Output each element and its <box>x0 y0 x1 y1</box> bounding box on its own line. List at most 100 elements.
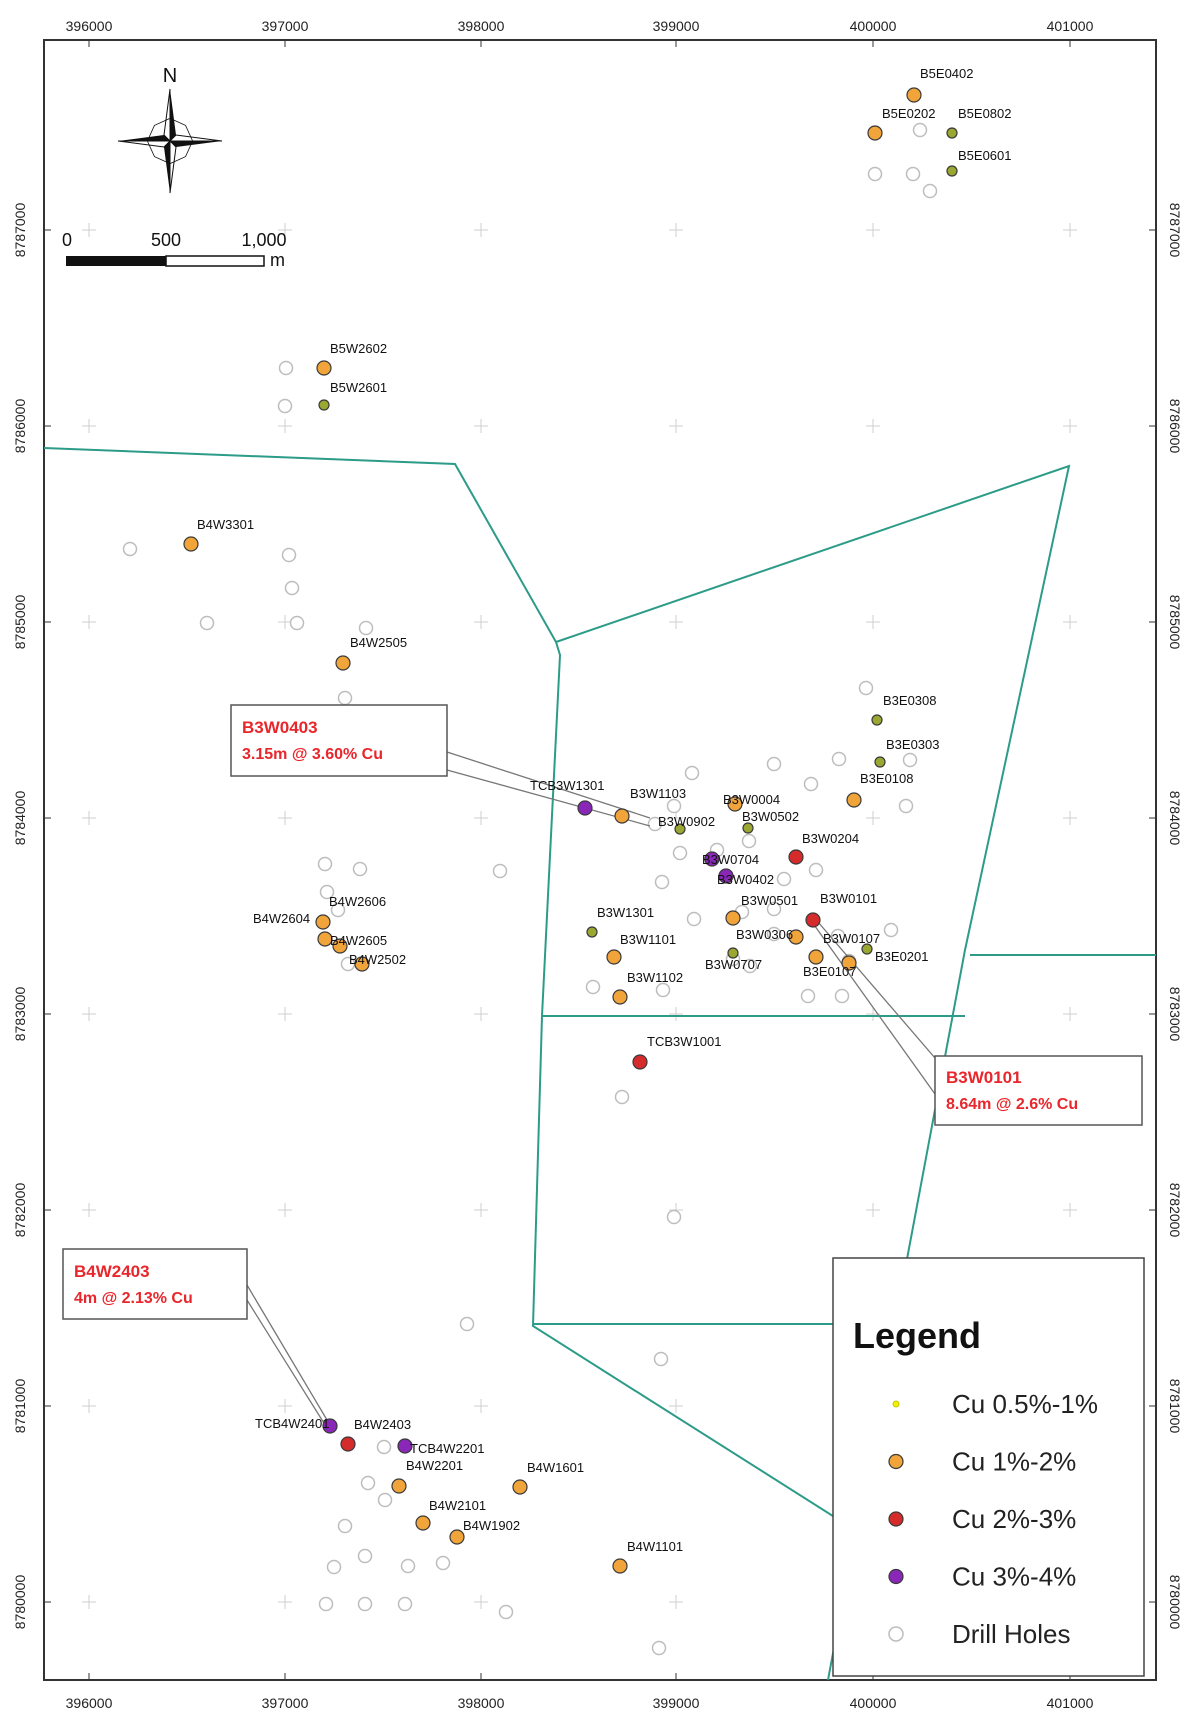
drill-hole-marker <box>672 845 688 861</box>
drill-hole-marker <box>922 183 938 199</box>
callout-value: 8.64m @ 2.6% Cu <box>946 1096 1078 1113</box>
northing-tick-label: 8786000 <box>1167 399 1183 454</box>
northing-tick-label: 8781000 <box>1167 1379 1183 1434</box>
drill-hole-b4w2604 <box>317 931 333 947</box>
drill-hole-tcb3w1301 <box>577 800 593 816</box>
callout-title: B3W0403 <box>242 718 318 737</box>
drill-hole-label: B4W2201 <box>406 1458 463 1473</box>
drill-hole-label: B4W1601 <box>527 1460 584 1475</box>
legend-swatch <box>888 1568 904 1585</box>
drill-holes-assayed: B5E0402 B5E0202 B5E0802 B5E0601 B5W2602 B5W26… <box>183 66 1012 1574</box>
drill-hole-label: TCB3W1001 <box>647 1034 721 1049</box>
drill-hole-b3w0501 <box>725 910 741 926</box>
drill-hole-tcb4w2201 <box>397 1438 413 1454</box>
drill-hole-b3e0308 <box>871 714 883 726</box>
drill-hole-label: B3W0902 <box>658 814 715 829</box>
drill-hole-label: B4W2403 <box>354 1417 411 1432</box>
legend-label: Cu 1%-2% <box>952 1447 1076 1477</box>
drill-hole-b3w1101 <box>606 949 622 965</box>
drill-hole-label: TCB4W2201 <box>410 1441 484 1456</box>
easting-tick-label: 398000 <box>458 18 505 34</box>
drill-hole-marker <box>199 615 215 631</box>
northing-tick-label: 8787000 <box>12 203 28 258</box>
drill-hole-b4w2605 <box>332 938 348 954</box>
drill-hole-b3w0502 <box>742 822 754 834</box>
drill-hole-marker <box>352 861 368 877</box>
drill-hole-label: B3E0108 <box>860 771 914 786</box>
drill-hole-label: B3E0308 <box>883 693 937 708</box>
drill-hole-marker <box>830 928 846 944</box>
callout-title: B3W0101 <box>946 1068 1022 1087</box>
drill-hole-b3e0303 <box>874 756 886 768</box>
drill-hole-label: B3W1103 <box>630 786 686 801</box>
callout-value: 4m @ 2.13% Cu <box>74 1290 193 1307</box>
drill-hole-marker <box>337 1518 353 1534</box>
drill-hole-marker <box>766 756 782 772</box>
drill-hole-label: B4W1902 <box>463 1518 520 1533</box>
northing-tick-label: 8783000 <box>1167 987 1183 1042</box>
drill-hole-marker <box>459 1316 475 1332</box>
drill-hole-b3w0704 <box>704 851 720 867</box>
drill-hole-b3w0306 <box>788 929 804 945</box>
drill-hole-marker <box>654 874 670 890</box>
drill-hole-marker <box>655 982 671 998</box>
drill-hole-marker <box>397 1596 413 1612</box>
drill-hole-b3w1102 <box>612 989 628 1005</box>
drill-hole-b5e0402 <box>906 87 922 103</box>
drill-hole-marker <box>357 1548 373 1564</box>
drill-hole-marker <box>666 798 682 814</box>
drill-hole-label: B4W2606 <box>329 894 386 909</box>
drill-hole-marker <box>289 615 305 631</box>
drill-hole-marker <box>357 1596 373 1612</box>
legend-title: Legend <box>853 1315 981 1356</box>
legend-swatch <box>892 1400 900 1408</box>
drill-hole-b4w1902 <box>449 1529 465 1545</box>
easting-tick-label: 400000 <box>850 18 897 34</box>
northing-tick-label: 8781000 <box>12 1379 28 1434</box>
drill-hole-marker <box>834 988 850 1004</box>
drill-hole-b3w0004 <box>727 796 743 812</box>
drill-hole-b3w0902 <box>674 823 686 835</box>
drill-hole-b4w2201 <box>391 1478 407 1494</box>
easting-tick-label: 396000 <box>66 18 113 34</box>
drill-hole-b3w0402 <box>718 868 734 884</box>
drill-hole-marker <box>284 580 300 596</box>
drill-hole-label: TCB3W1301 <box>530 778 604 793</box>
drill-hole-marker <box>905 166 921 182</box>
legend-label: Cu 2%-3% <box>952 1504 1076 1534</box>
drill-hole-marker <box>766 926 782 942</box>
northing-tick-label: 8785000 <box>12 595 28 650</box>
drill-hole-label: B4W2101 <box>429 1498 486 1513</box>
drill-hole-marker <box>326 1559 342 1575</box>
drill-hole-label: B3W1101 <box>620 932 676 947</box>
drill-hole-b3e0107 <box>841 955 857 971</box>
leader-b3w0101-b <box>811 921 936 1095</box>
drill-hole-marker <box>858 680 874 696</box>
drill-hole-label: B5W2602 <box>330 341 387 356</box>
drill-hole-marker <box>653 1351 669 1367</box>
northing-tick-label: 8784000 <box>1167 791 1183 846</box>
scale-unit: m <box>270 250 285 270</box>
drill-hole-label: B5W2601 <box>330 380 387 395</box>
drill-hole-marker <box>666 1209 682 1225</box>
drill-hole-marker <box>337 690 353 706</box>
drill-hole-marker <box>400 1558 416 1574</box>
callout-b3w0101: B3W0101 8.64m @ 2.6% Cu <box>934 1055 1143 1126</box>
callout-value: 3.15m @ 3.60% Cu <box>242 746 383 763</box>
drill-hole-marker <box>319 884 335 900</box>
drill-hole-marker <box>376 1439 392 1455</box>
drill-hole-marker <box>684 765 700 781</box>
drill-hole-b4w1601 <box>512 1479 528 1495</box>
drill-hole-label: B5E0802 <box>958 106 1012 121</box>
drill-hole-label: B4W1101 <box>627 1539 683 1554</box>
callout-b4w2403: B4W2403 4m @ 2.13% Cu <box>62 1248 248 1320</box>
callout-b3w0403: B3W0403 3.15m @ 3.60% Cu <box>230 704 448 777</box>
drill-hole-marker <box>317 856 333 872</box>
drill-hole-marker <box>776 871 792 887</box>
leader-b3w0101 <box>817 921 936 1059</box>
legend-label: Cu 0.5%-1% <box>952 1389 1098 1419</box>
drill-hole-marker <box>281 547 297 563</box>
legend-label: Cu 3%-4% <box>952 1562 1076 1592</box>
easting-tick-label: 399000 <box>653 1695 700 1711</box>
drill-hole-label: B3W0707 <box>705 957 762 972</box>
